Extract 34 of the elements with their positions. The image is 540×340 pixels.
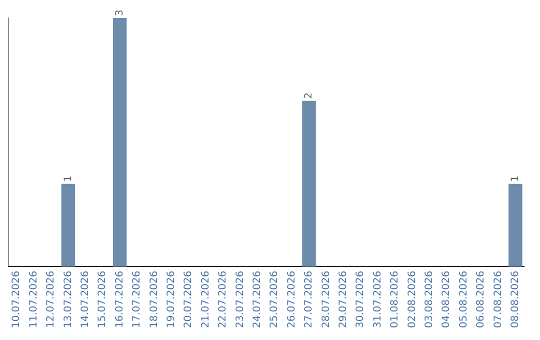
x-tick-label: 11.07.2026	[28, 270, 40, 328]
x-tick-label: 03.08.2026	[424, 270, 435, 328]
x-tick-label: 05.08.2026	[458, 270, 470, 328]
x-tick-label: 02.08.2026	[406, 270, 418, 328]
x-tick-label: 20.07.2026	[183, 270, 194, 328]
x-tick-label: 26.07.2026	[286, 270, 298, 328]
x-tick-label: 19.07.2026	[166, 270, 177, 328]
x-tick-label: 01.08.2026	[390, 270, 401, 328]
x-tick-label: 16.07.2026	[114, 270, 126, 328]
x-tick-label: 27.07.2026	[304, 270, 315, 328]
x-tick-label: 15.07.2026	[97, 270, 108, 328]
data-label: 2	[304, 92, 315, 99]
x-tick-label: 17.07.2026	[132, 270, 143, 328]
data-label: 3	[114, 10, 126, 16]
x-tick-label: 30.07.2026	[355, 270, 366, 328]
x-tick-label: 12.07.2026	[46, 270, 57, 328]
x-tick-label: 24.07.2026	[252, 270, 263, 328]
x-tick-label: 29.07.2026	[338, 270, 349, 328]
x-tick-label: 22.07.2026	[218, 270, 229, 328]
data-label: 1	[510, 175, 521, 182]
data-label: 1	[62, 175, 74, 182]
x-tick-label: 10.07.2026	[11, 270, 22, 328]
x-tick-label: 18.07.2026	[148, 270, 160, 328]
x-tick-label: 04.08.2026	[441, 270, 452, 328]
x-tick-label: 25.07.2026	[269, 270, 280, 328]
x-tick-label: 21.07.2026	[200, 270, 212, 328]
x-tick-label: 08.08.2026	[510, 270, 521, 328]
x-tick-label: 31.07.2026	[372, 270, 384, 328]
x-tick-label: 07.08.2026	[492, 270, 504, 328]
x-tick-label: 13.07.2026	[62, 270, 74, 328]
x-tick-label: 28.07.2026	[320, 270, 332, 328]
x-tick-label: 23.07.2026	[234, 270, 246, 328]
x-tick-label: 06.08.2026	[476, 270, 487, 328]
x-tick-label: 14.07.2026	[80, 270, 91, 328]
